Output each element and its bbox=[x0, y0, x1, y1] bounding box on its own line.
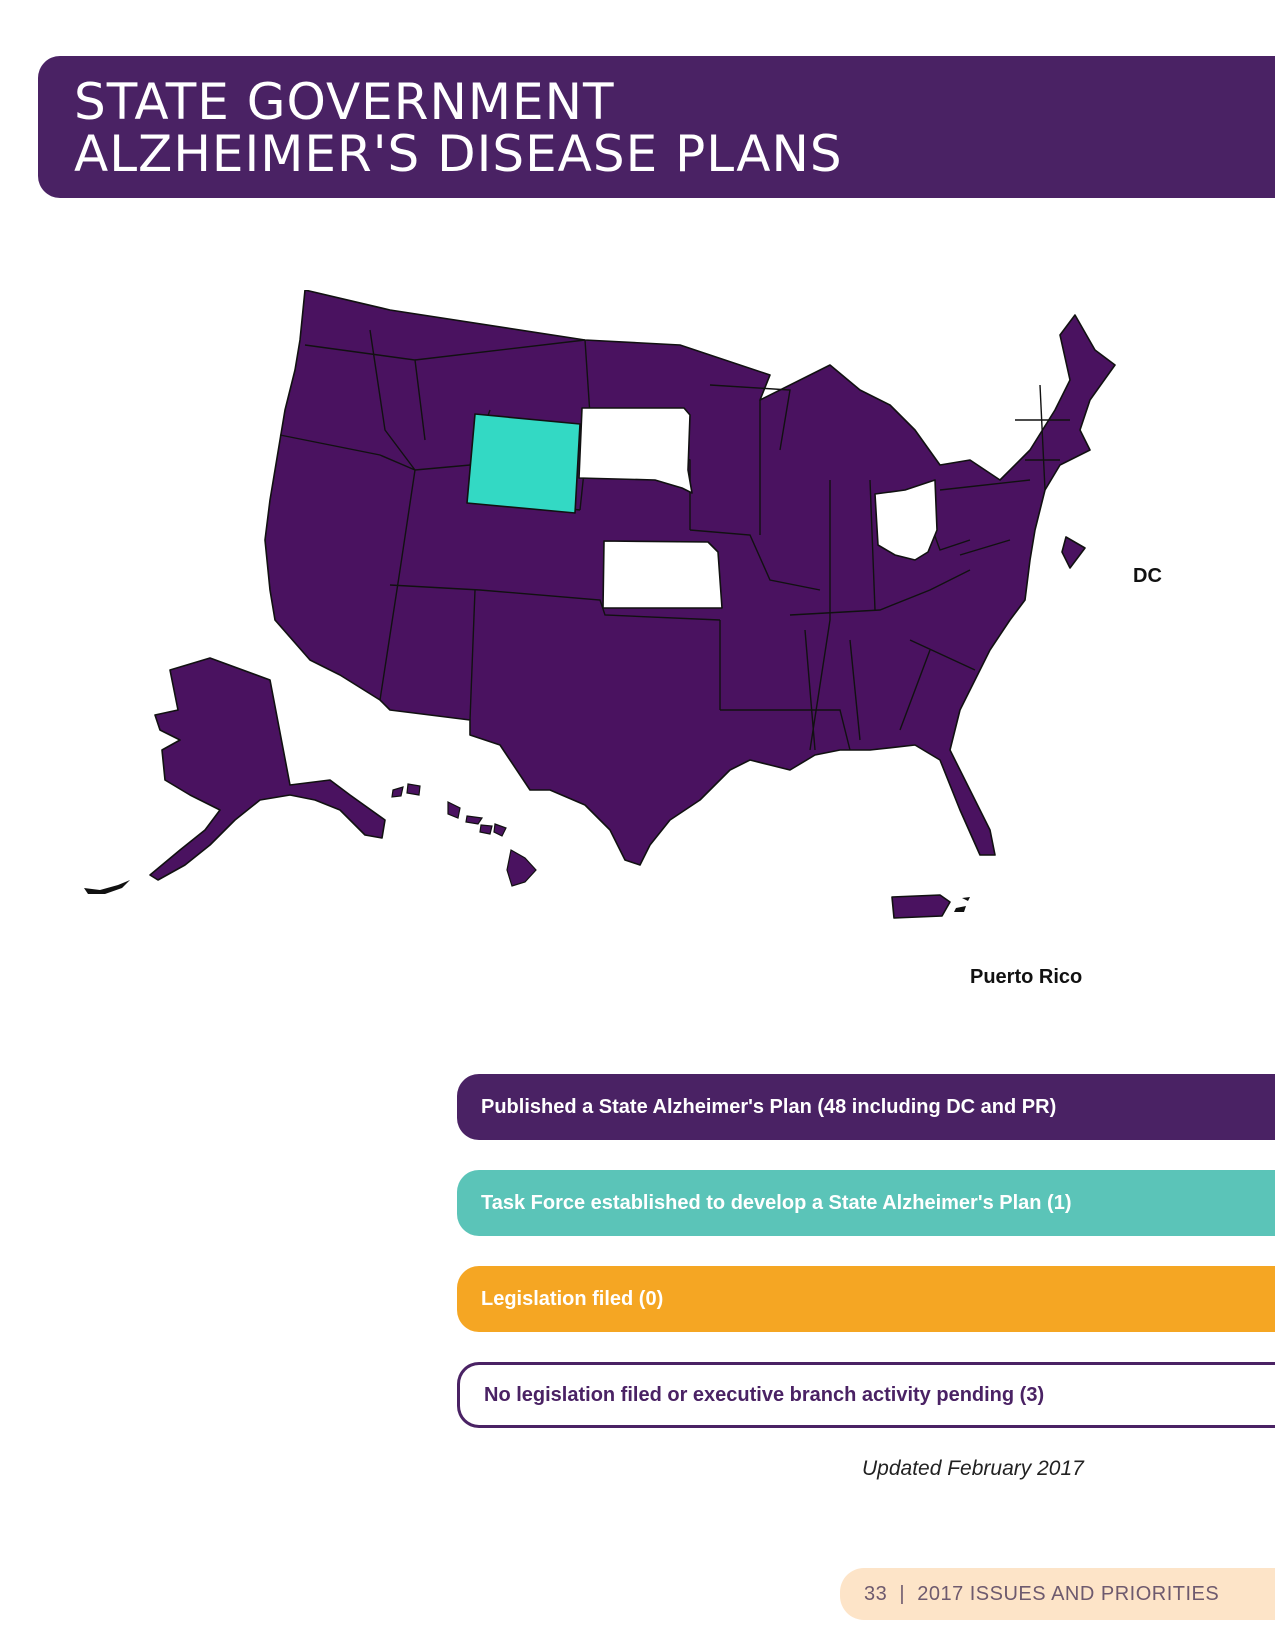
legend-published-label: Published a State Alzheimer's Plan (48 i… bbox=[481, 1095, 1057, 1118]
page-number: 33 bbox=[864, 1582, 888, 1605]
dc-label: DC bbox=[1133, 565, 1162, 587]
us-map bbox=[70, 289, 1180, 990]
state-hawaii bbox=[391, 783, 537, 887]
legend-task-force: Task Force established to develop a Stat… bbox=[457, 1170, 1275, 1236]
legend-no-legislation: No legislation filed or executive branch… bbox=[457, 1362, 1275, 1428]
us-map-svg bbox=[84, 289, 1116, 919]
state-alaska bbox=[149, 657, 386, 881]
legend-task-force-label: Task Force established to develop a Stat… bbox=[481, 1191, 1072, 1214]
footer-publication: 2017 ISSUES AND PRIORITIES bbox=[917, 1582, 1220, 1605]
state-wyoming bbox=[466, 413, 581, 514]
legend-legislation-filed: Legislation filed (0) bbox=[457, 1266, 1275, 1332]
puerto-rico-label: Puerto Rico bbox=[970, 966, 1083, 988]
state-dc-marker bbox=[1061, 536, 1086, 569]
page-title-line-2: ALZHEIMER'S DISEASE PLANS bbox=[74, 125, 843, 183]
page-title-line-1: STATE GOVERNMENT bbox=[74, 73, 615, 131]
state-south-dakota bbox=[578, 407, 693, 494]
title-banner: STATE GOVERNMENT ALZHEIMER'S DISEASE PLA… bbox=[38, 56, 1275, 198]
state-ohio bbox=[874, 479, 938, 561]
state-puerto-rico bbox=[891, 894, 951, 919]
state-kansas bbox=[602, 540, 723, 609]
alaska-islands bbox=[84, 880, 130, 894]
updated-date: Updated February 2017 bbox=[862, 1457, 1084, 1480]
footer-separator: | bbox=[899, 1582, 906, 1605]
page-footer: 33 | 2017 ISSUES AND PRIORITIES bbox=[840, 1568, 1275, 1620]
puerto-rico-islands bbox=[954, 897, 970, 912]
legend-published: Published a State Alzheimer's Plan (48 i… bbox=[457, 1074, 1275, 1140]
legend-legislation-label: Legislation filed (0) bbox=[481, 1287, 664, 1310]
legend-no-legislation-label: No legislation filed or executive branch… bbox=[484, 1383, 1045, 1406]
